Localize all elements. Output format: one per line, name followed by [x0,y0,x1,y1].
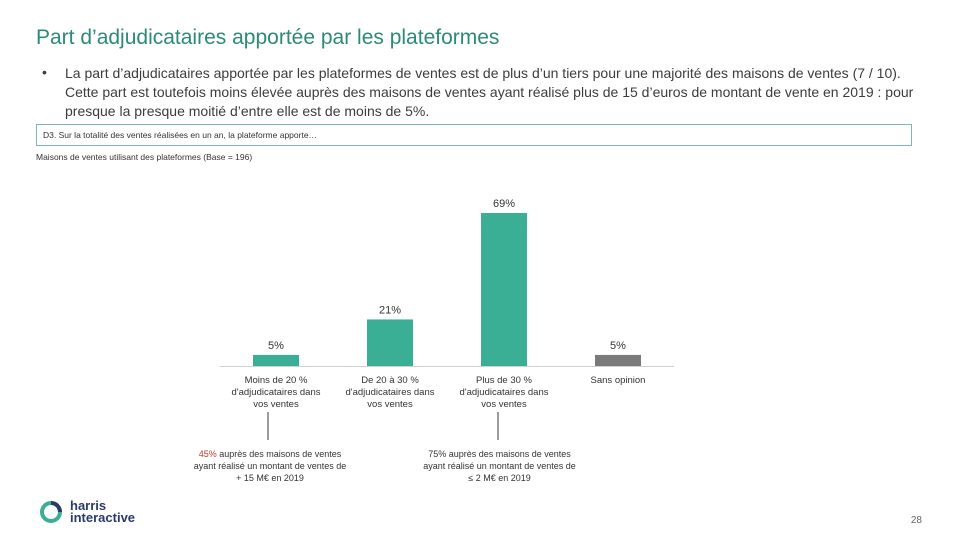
bar-value-label-4: 5% [610,340,626,352]
harris-interactive-logo: harris interactive [38,498,168,528]
bar-value-label-2: 21% [379,304,401,316]
page-number: 28 [910,515,922,526]
category-label-1: Moins de 20 % d'adjudicataires dans vos ve… [232,375,321,410]
page-title: Part d’adjudicataires apportée par les p… [36,26,500,49]
logo-mark-icon [40,501,62,523]
category-label-4: Sans opinion [591,375,646,386]
bullet-marker: • [42,64,47,80]
bar-4 [595,354,641,366]
category-label-3: Plus de 30 % d'adjudicataires dans vos ven… [460,375,549,410]
bar-value-label-1: 5% [268,340,284,352]
bar-value-label-3: 69% [493,198,515,210]
callout-note-left-highlight: 45% [198,449,217,459]
logo-line1: harris [70,498,107,513]
base-note: Maisons de ventes utilisant des platefor… [36,152,253,162]
callout-note-left: 45% auprès des maisons de ventes ayant r… [190,448,350,484]
bar-3 [481,213,527,366]
logo-line2: interactive [70,510,136,525]
category-label-2: De 20 à 30 % d'adjudicataires dans vos ven… [346,375,435,410]
question-box: D3. Sur la totalité des ventes réalisées… [36,124,912,146]
bar-1 [253,354,299,366]
intro-paragraph: La part d’adjudicataires apportée par le… [65,65,914,119]
callout-note-right: 75% auprès des maisons de ventes ayant r… [423,449,576,483]
callout-note-left-text: auprès des maisons de ventes ayant réali… [193,449,347,483]
bar-2 [367,319,413,366]
